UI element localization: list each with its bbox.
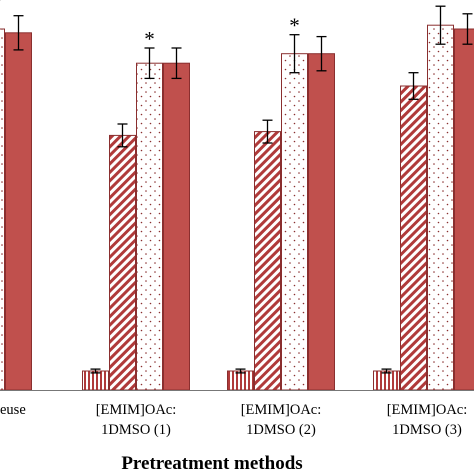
- category-label: 1DMSO (3): [392, 422, 462, 438]
- category-label: [EMIM]OAc:: [387, 402, 468, 418]
- bar-series4-cat3: [308, 53, 335, 391]
- bar-series4-cat2: [163, 62, 190, 391]
- bar-series1-cat3: [227, 370, 254, 391]
- bar-series3-cat1: [0, 28, 5, 391]
- significance-marker: *: [289, 14, 300, 38]
- bar-series2-cat3: [254, 131, 281, 391]
- significance-marker: **: [430, 0, 451, 9]
- bar-series3-cat2: [136, 62, 163, 391]
- bar-series4-cat4: [454, 28, 474, 391]
- bar-series3-cat4: [427, 24, 454, 391]
- category-label: 1DMSO (2): [246, 422, 316, 438]
- category-label: [EMIM]OAc:: [96, 402, 177, 418]
- x-axis-title: Pretreatment methods: [121, 453, 302, 474]
- category-label: [EMIM]OAc:: [241, 402, 322, 418]
- bar-series1-cat4: [373, 370, 400, 391]
- category-label: euse: [0, 402, 26, 418]
- bar-series4-cat1: [5, 32, 32, 391]
- bar-series1-cat2: [82, 370, 109, 391]
- bar-series2-cat4: [400, 85, 427, 391]
- bar-series3-cat3: [281, 53, 308, 391]
- category-labels: euse [EMIM]OAc: 1DMSO (1) [EMIM]OAc: 1DMSO (…: [0, 402, 467, 438]
- significance-marker: *: [144, 27, 155, 51]
- bars-layer: ******: [0, 0, 474, 391]
- significance-marker: **: [0, 0, 2, 13]
- category-label: 1DMSO (1): [101, 422, 171, 438]
- bar-series2-cat2: [109, 134, 136, 391]
